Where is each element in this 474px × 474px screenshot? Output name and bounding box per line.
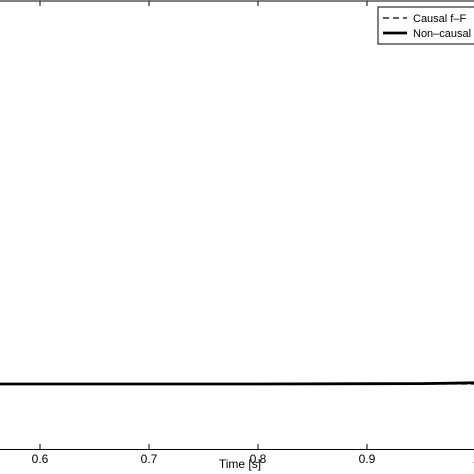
x-tick-label: 0.9 <box>359 452 376 466</box>
x-tick-label: 0.8 <box>250 452 267 466</box>
legend-label-0: Causal f–F <box>413 13 466 25</box>
x-tick-label: 0.7 <box>141 452 158 466</box>
series-line-0 <box>0 383 474 385</box>
legend-box <box>377 6 474 45</box>
plot-frame <box>0 0 474 450</box>
x-tick-label: 0.6 <box>32 452 49 466</box>
series-line-1 <box>0 381 474 386</box>
legend: Causal f–F Non–causal <box>377 6 474 45</box>
x-axis-ticks: 0.60.70.80.911.11.21.31.4 <box>32 1 474 466</box>
x-axis-label: Time [s] <box>219 457 261 471</box>
series-layer <box>0 381 474 386</box>
x-tick-label: 1 <box>473 452 474 466</box>
legend-label-1: Non–causal <box>413 28 471 40</box>
